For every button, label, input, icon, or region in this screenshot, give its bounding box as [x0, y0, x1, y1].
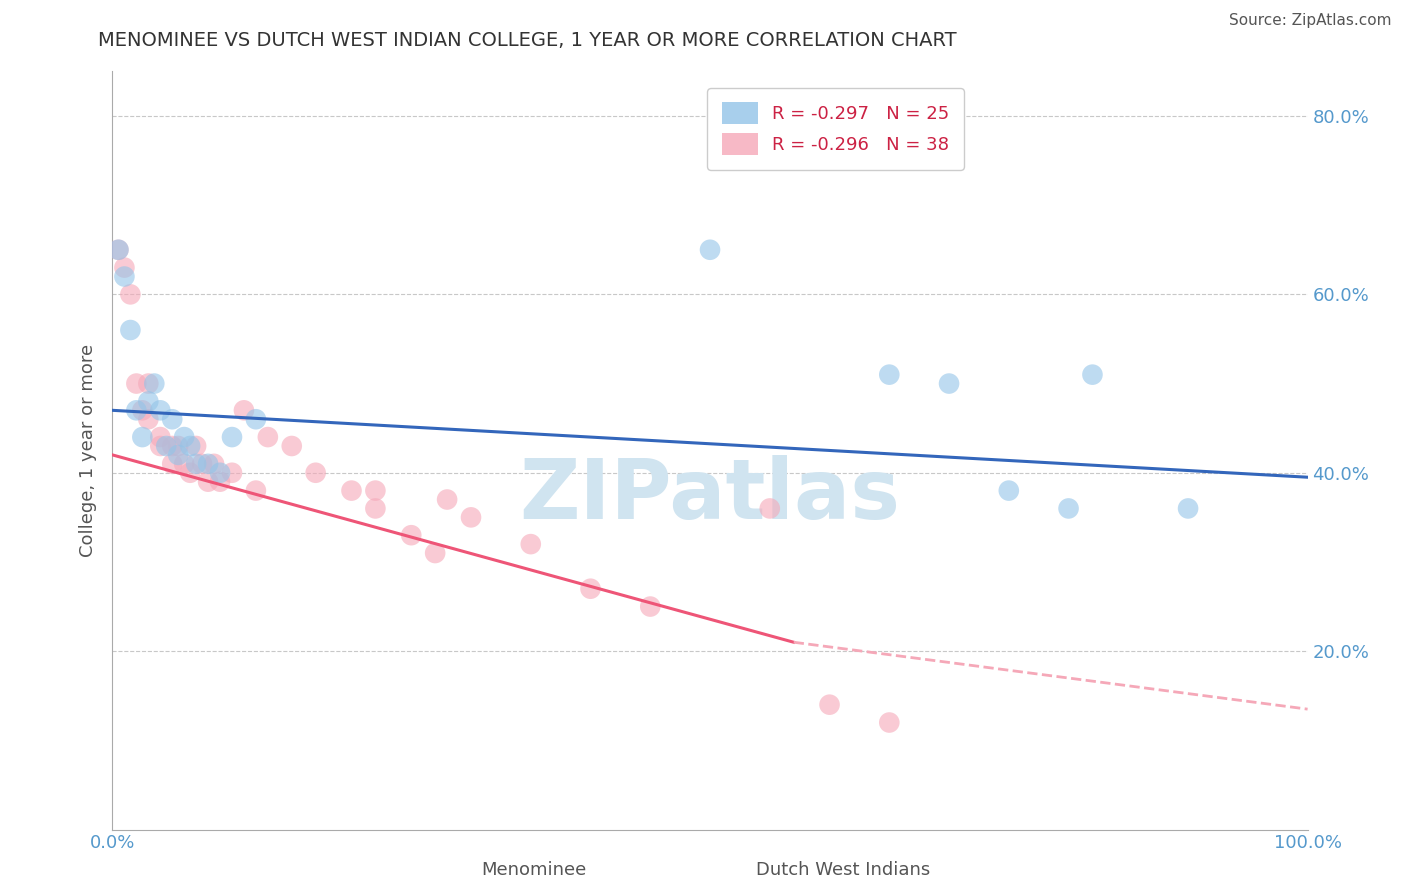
Point [173, 430, 195, 444]
Point [162, 412, 183, 426]
Point [1177, 501, 1199, 516]
Point [436, 492, 458, 507]
Point [107, 243, 129, 257]
Point [245, 483, 267, 498]
Text: Menominee: Menominee [482, 861, 586, 879]
Point [179, 439, 201, 453]
Point [401, 528, 423, 542]
Point [186, 457, 208, 471]
Point [938, 376, 960, 391]
Point [125, 376, 148, 391]
Legend: R = -0.297   N = 25, R = -0.296   N = 38: R = -0.297 N = 25, R = -0.296 N = 38 [707, 88, 965, 170]
Point [699, 243, 721, 257]
Point [818, 698, 841, 712]
Point [167, 448, 190, 462]
Point [245, 412, 267, 426]
Point [879, 715, 901, 730]
Point [155, 439, 177, 453]
Point [162, 457, 183, 471]
Text: Dutch West Indians: Dutch West Indians [756, 861, 931, 879]
Point [138, 376, 160, 391]
Point [114, 260, 135, 275]
Point [1081, 368, 1104, 382]
Point [197, 475, 219, 489]
Point [759, 501, 782, 516]
Point [138, 394, 160, 409]
Point [149, 403, 172, 417]
Point [425, 546, 447, 560]
Point [364, 483, 387, 498]
Point [364, 501, 387, 516]
Text: Source: ZipAtlas.com: Source: ZipAtlas.com [1229, 13, 1392, 29]
Point [340, 483, 363, 498]
Point [162, 439, 183, 453]
Point [179, 466, 201, 480]
Point [149, 430, 172, 444]
Point [197, 457, 219, 471]
Point [257, 430, 280, 444]
Point [579, 582, 602, 596]
Point [640, 599, 662, 614]
Point [120, 287, 142, 301]
Point [209, 475, 232, 489]
Point [520, 537, 543, 551]
Text: ZIPatlas: ZIPatlas [520, 456, 900, 536]
Point [460, 510, 482, 524]
Point [281, 439, 304, 453]
Point [125, 403, 148, 417]
Point [138, 412, 160, 426]
Point [191, 457, 214, 471]
Point [221, 466, 243, 480]
Point [186, 439, 208, 453]
Point [173, 457, 195, 471]
Y-axis label: College, 1 year or more: College, 1 year or more [79, 344, 97, 557]
Point [131, 430, 153, 444]
Point [120, 323, 142, 337]
Point [202, 457, 225, 471]
Point [149, 439, 172, 453]
Text: MENOMINEE VS DUTCH WEST INDIAN COLLEGE, 1 YEAR OR MORE CORRELATION CHART: MENOMINEE VS DUTCH WEST INDIAN COLLEGE, … [98, 31, 957, 50]
Point [131, 403, 153, 417]
Point [305, 466, 328, 480]
Point [167, 439, 190, 453]
Point [209, 466, 232, 480]
Point [233, 403, 256, 417]
Point [107, 243, 129, 257]
Point [114, 269, 135, 284]
Point [879, 368, 901, 382]
Point [221, 430, 243, 444]
Point [1057, 501, 1080, 516]
Point [143, 376, 166, 391]
Point [998, 483, 1021, 498]
